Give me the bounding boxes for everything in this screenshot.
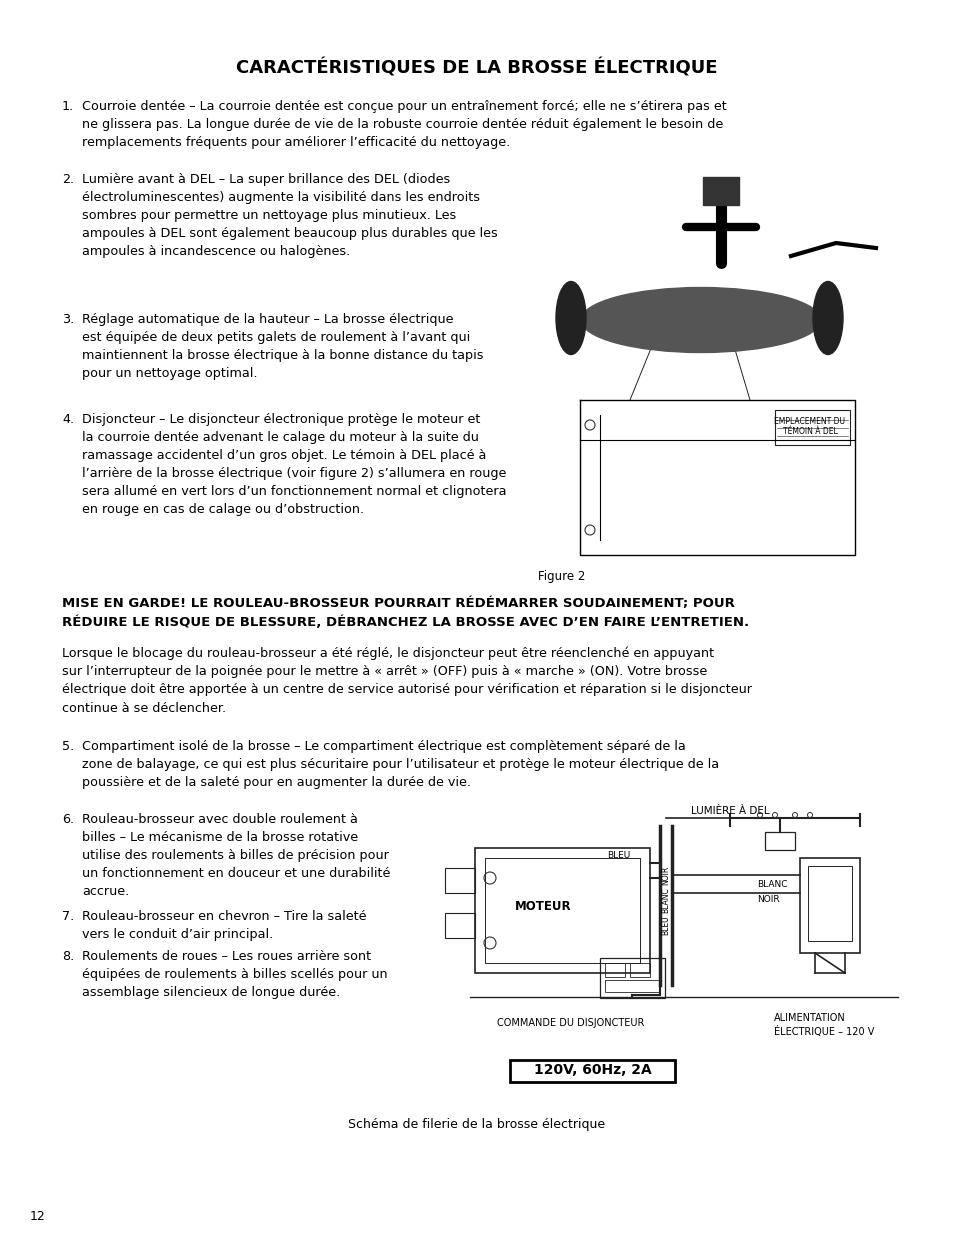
Bar [475,848,649,973]
Text: EMPLACEMENT DU
TÉMOIN À DEL: EMPLACEMENT DU TÉMOIN À DEL [774,417,844,436]
Text: Lumière avant à DEL – La super brillance des DEL (diodes
électroluminescentes) a: Lumière avant à DEL – La super brillance… [82,173,497,258]
Bar [444,913,475,939]
Bar [629,963,649,977]
Text: 120V, 60Hz, 2A: 120V, 60Hz, 2A [533,1063,651,1077]
Bar [604,963,624,977]
Text: 7.: 7. [62,910,74,923]
Text: Compartiment isolé de la brosse – Le compartiment électrique est complètement sé: Compartiment isolé de la brosse – Le com… [82,740,719,789]
Text: NOIR: NOIR [757,895,779,904]
Text: 12: 12 [30,1210,46,1223]
Text: CARACTÉRISTIQUES DE LA BROSSE ÉLECTRIQUE: CARACTÉRISTIQUES DE LA BROSSE ÉLECTRIQUE [236,58,717,77]
Text: NOIR: NOIR [660,866,670,884]
Text: 6.: 6. [62,813,74,826]
Text: Schéma de filerie de la brosse électrique: Schéma de filerie de la brosse électriqu… [348,1118,605,1131]
Bar [774,410,849,445]
Text: Figure 2: Figure 2 [537,571,585,583]
Text: Lorsque le blocage du rouleau-brosseur a été réglé, le disjoncteur peut être rée: Lorsque le blocage du rouleau-brosseur a… [62,647,751,715]
Text: Disjoncteur – Le disjoncteur électronique protège le moteur et
la courroie denté: Disjoncteur – Le disjoncteur électroniqu… [82,412,506,516]
Text: Courroie dentée – La courroie dentée est conçue pour un entraînement forcé; elle: Courroie dentée – La courroie dentée est… [82,100,726,149]
Text: BLEU: BLEU [606,851,630,860]
Bar [800,858,859,953]
Text: 2.: 2. [62,173,74,186]
Text: Rouleau-brosseur avec double roulement à
billes – Le mécanisme de la brosse rota: Rouleau-brosseur avec double roulement à… [82,813,390,898]
Bar [807,866,851,941]
Text: BLANC: BLANC [757,881,786,889]
Text: 5.: 5. [62,740,74,753]
Text: MOTEUR: MOTEUR [515,900,571,913]
Bar [599,958,664,998]
Text: LUMIÈRE À DEL: LUMIÈRE À DEL [690,806,769,816]
Ellipse shape [812,282,842,354]
Text: BLEU: BLEU [660,915,670,935]
Text: 8.: 8. [62,950,74,963]
Text: 3.: 3. [62,312,74,326]
Bar [604,981,659,992]
Bar [510,1060,675,1082]
Bar [484,858,639,963]
Text: 4.: 4. [62,412,74,426]
Text: Réglage automatique de la hauteur – La brosse électrique
est équipée de deux pet: Réglage automatique de la hauteur – La b… [82,312,483,380]
Ellipse shape [556,282,585,354]
Text: COMMANDE DU DISJONCTEUR: COMMANDE DU DISJONCTEUR [497,1018,643,1028]
Text: Roulements de roues – Les roues arrière sont
équipées de roulements à billes sce: Roulements de roues – Les roues arrière … [82,950,387,999]
Text: Rouleau-brosseur en chevron – Tire la saleté
vers le conduit d’air principal.: Rouleau-brosseur en chevron – Tire la sa… [82,910,366,941]
Bar [702,177,739,205]
Text: ALIMENTATION
ÉLECTRIQUE – 120 V: ALIMENTATION ÉLECTRIQUE – 120 V [773,1013,874,1036]
Bar [764,832,794,850]
Text: 1.: 1. [62,100,74,112]
Text: BLANC: BLANC [660,887,670,913]
Bar [444,868,475,893]
Ellipse shape [580,288,821,352]
Text: MISE EN GARDE! LE ROULEAU-BROSSEUR POURRAIT RÉDÉMARRER SOUDAINEMENT; POUR
RÉDUIR: MISE EN GARDE! LE ROULEAU-BROSSEUR POURR… [62,597,748,629]
